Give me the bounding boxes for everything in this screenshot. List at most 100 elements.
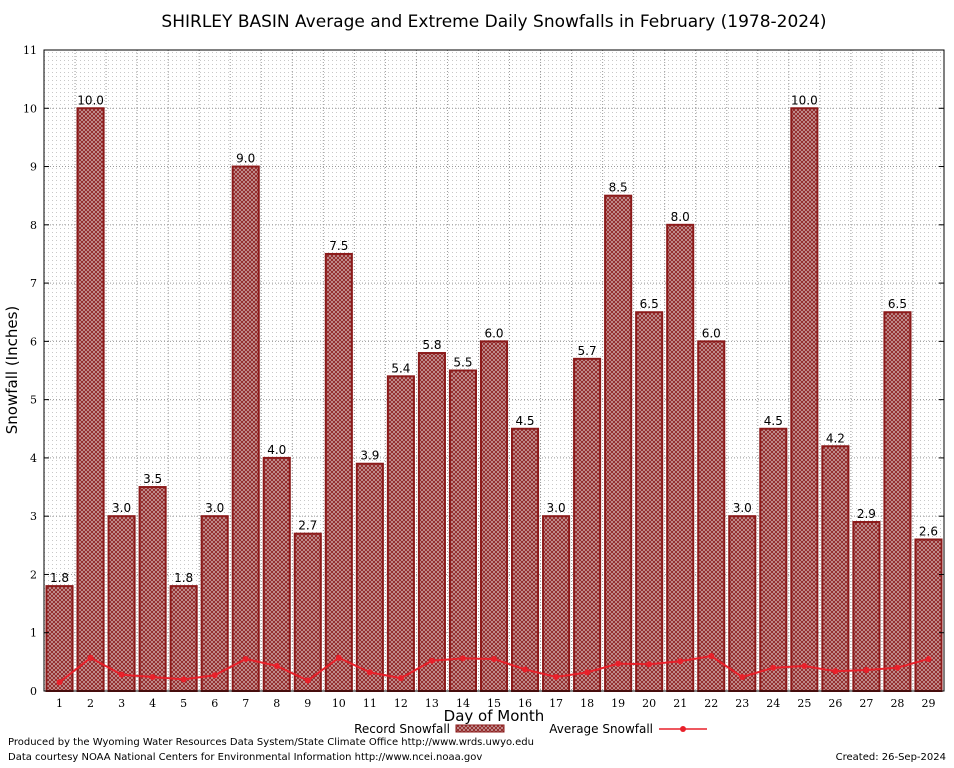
legend-record-swatch: [455, 724, 505, 733]
legend: Record Snowfall Average Snowfall: [354, 722, 707, 736]
x-tick-label: 3: [118, 697, 125, 710]
record-bar: [759, 427, 788, 692]
y-tick-label: 6: [30, 335, 37, 348]
record-bar: [479, 340, 509, 692]
average-point: [584, 669, 591, 676]
bar-value-label: 4.5: [764, 414, 783, 428]
x-tick-label: 22: [704, 697, 718, 710]
average-point: [522, 666, 529, 673]
y-axis-ticks: 0 1 2 3 4 5 6 7 8 9 10 11: [23, 44, 944, 698]
average-point: [459, 655, 466, 662]
created-date: Created: 26-Sep-2024: [835, 752, 946, 763]
x-tick-label: 10: [332, 697, 346, 710]
average-point: [677, 658, 684, 665]
y-tick-label: 2: [30, 568, 37, 581]
average-point: [87, 654, 94, 661]
bar-value-label: 4.2: [826, 431, 845, 445]
x-tick-label: 1: [56, 697, 63, 710]
record-bar: [293, 532, 322, 692]
x-tick-label: 14: [456, 697, 470, 710]
average-point: [925, 655, 932, 662]
record-bar: [355, 462, 384, 692]
x-tick-label: 8: [273, 697, 280, 710]
average-point: [149, 674, 156, 681]
average-point: [894, 664, 901, 671]
chart-title: SHIRLEY BASIN Average and Extreme Daily …: [161, 12, 826, 32]
x-tick-label: 18: [580, 697, 594, 710]
x-tick-label: 16: [518, 697, 532, 710]
bar-value-label: 2.9: [857, 507, 876, 521]
x-tick-label: 2: [87, 697, 94, 710]
bar-value-label: 3.9: [360, 449, 379, 463]
average-point: [335, 654, 342, 661]
bar-value-label: 8.0: [671, 210, 690, 224]
average-point: [180, 676, 187, 683]
bar-value-label: 3.5: [143, 472, 162, 486]
record-bars: [45, 107, 943, 693]
average-point: [770, 664, 777, 671]
bar-value-label: 1.8: [50, 571, 69, 585]
x-tick-label: 6: [211, 697, 218, 710]
average-point: [273, 662, 280, 669]
average-point: [211, 672, 218, 679]
average-point: [428, 657, 435, 664]
x-tick-label: 13: [425, 697, 439, 710]
x-tick-label: 25: [797, 697, 811, 710]
bar-value-label: 2.7: [298, 519, 317, 533]
y-axis-label: Snowfall (Inches): [3, 306, 21, 434]
record-bar: [635, 311, 664, 692]
record-bar: [914, 538, 943, 692]
bar-value-label: 2.6: [919, 524, 938, 538]
bar-value-label: 10.0: [77, 93, 104, 107]
bar-value-label: 5.8: [422, 338, 441, 352]
bar-value-label: 6.0: [702, 326, 721, 340]
y-tick-label: 3: [30, 510, 37, 523]
x-tick-label: 29: [921, 697, 935, 710]
bar-value-label: 6.5: [888, 297, 907, 311]
bar-value-label: 1.8: [174, 571, 193, 585]
record-bar: [448, 369, 477, 692]
y-tick-label: 4: [30, 452, 37, 465]
bar-value-label: 3.0: [112, 501, 131, 515]
average-point: [242, 655, 249, 662]
x-tick-label: 17: [549, 697, 563, 710]
average-point: [397, 675, 404, 682]
x-axis-label: Day of Month: [444, 707, 545, 725]
x-tick-label: 26: [828, 697, 842, 710]
record-bar: [542, 515, 571, 692]
legend-average-marker: [680, 726, 686, 732]
bar-value-label: 7.5: [329, 239, 348, 253]
x-tick-label: 7: [242, 697, 249, 710]
record-bar: [200, 515, 229, 692]
x-tick-label: 23: [735, 697, 749, 710]
x-tick-label: 27: [859, 697, 873, 710]
average-point: [118, 671, 125, 678]
bar-value-label: 5.5: [453, 356, 472, 370]
bar-value-label: 5.7: [578, 344, 597, 358]
y-tick-label: 0: [30, 685, 37, 698]
record-bar: [386, 375, 415, 692]
record-bar: [76, 107, 105, 693]
average-point: [801, 662, 808, 669]
bar-value-label: 3.0: [547, 501, 566, 515]
bar-value-label: 5.4: [391, 361, 410, 375]
y-tick-label: 5: [30, 394, 37, 407]
average-point: [56, 679, 63, 686]
record-bar: [852, 521, 881, 692]
x-tick-label: 11: [363, 697, 377, 710]
bar-value-label: 6.5: [640, 297, 659, 311]
record-bar: [604, 194, 633, 692]
bar-value-label: 10.0: [791, 93, 818, 107]
y-tick-label: 9: [30, 161, 37, 174]
record-bar: [324, 252, 353, 692]
bar-value-label: 4.5: [515, 414, 534, 428]
average-point: [739, 674, 746, 681]
record-bar: [138, 486, 167, 692]
record-bar: [107, 515, 136, 692]
y-tick-label: 11: [23, 44, 37, 57]
average-point: [491, 655, 497, 662]
average-point: [832, 668, 839, 675]
legend-average-label: Average Snowfall: [549, 722, 653, 736]
average-point: [615, 660, 622, 667]
